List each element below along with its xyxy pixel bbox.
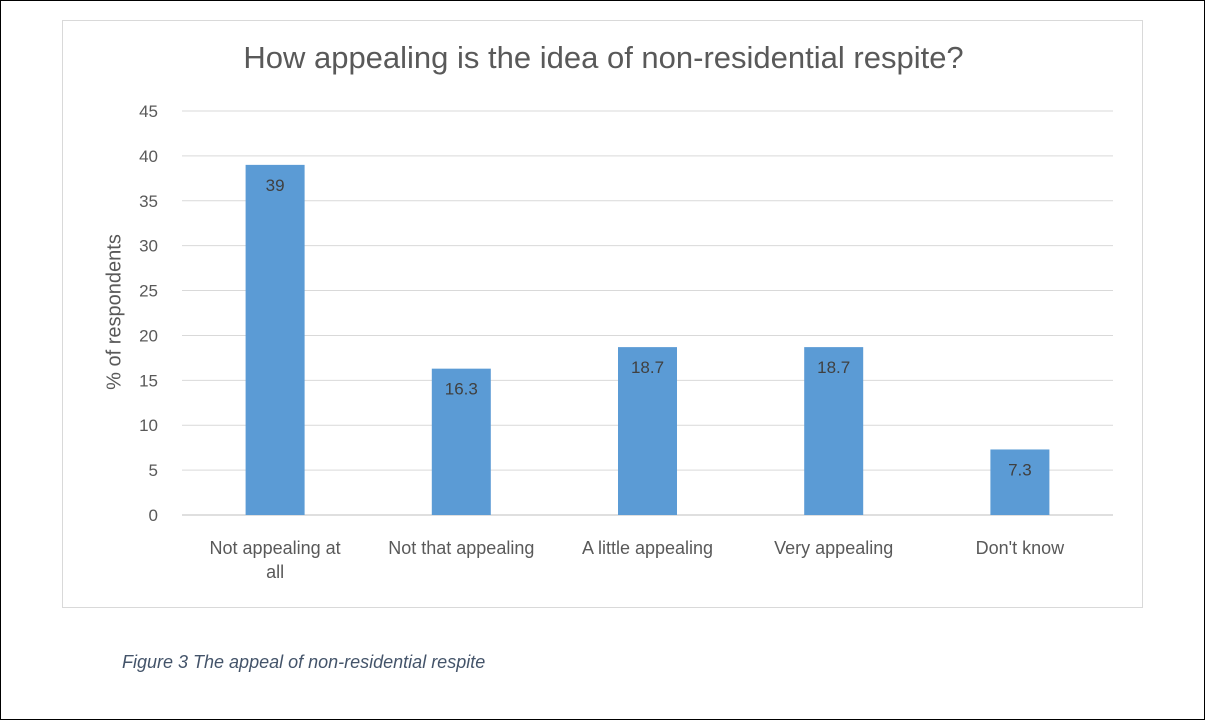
x-tick-label: Don't know — [976, 538, 1065, 558]
y-tick-label: 45 — [139, 102, 158, 121]
data-label: 39 — [266, 176, 285, 195]
y-tick-label: 5 — [149, 461, 158, 480]
y-tick-labels: 0 5 10 15 20 25 30 35 40 45 — [139, 102, 158, 525]
chart-area — [62, 20, 1143, 608]
y-tick-label: 10 — [139, 416, 158, 435]
x-tick-label: Very appealing — [774, 538, 893, 558]
x-tick-label: all — [266, 562, 284, 582]
y-tick-label: 40 — [139, 147, 158, 166]
y-tick-label: 0 — [149, 506, 158, 525]
data-label: 7.3 — [1008, 460, 1032, 479]
y-tick-label: 20 — [139, 326, 158, 345]
bar-4 — [804, 347, 864, 515]
bar-1 — [245, 164, 305, 515]
data-labels: 39 16.3 18.7 18.7 7.3 — [266, 176, 1032, 480]
data-label: 18.7 — [817, 358, 850, 377]
chart-title: How appealing is the idea of non-residen… — [243, 40, 964, 75]
y-tick-label: 35 — [139, 192, 158, 211]
bar-5 — [990, 449, 1050, 515]
bar-3 — [618, 347, 677, 515]
data-label: 18.7 — [631, 358, 664, 377]
bars — [245, 164, 1050, 515]
x-tick-label: Not that appealing — [388, 538, 534, 558]
x-tick-label: Not appealing at — [210, 538, 341, 558]
y-tick-label: 15 — [139, 371, 158, 390]
figure-caption: Figure 3 The appeal of non-residential r… — [122, 652, 486, 672]
data-label: 16.3 — [445, 380, 478, 399]
y-tick-label: 30 — [139, 237, 158, 256]
x-tick-labels: Not appealing at all Not that appealing A l… — [210, 538, 1066, 582]
bar-2 — [431, 368, 491, 515]
y-tick-label: 25 — [139, 282, 158, 301]
x-tick-label: A little appealing — [582, 538, 713, 558]
